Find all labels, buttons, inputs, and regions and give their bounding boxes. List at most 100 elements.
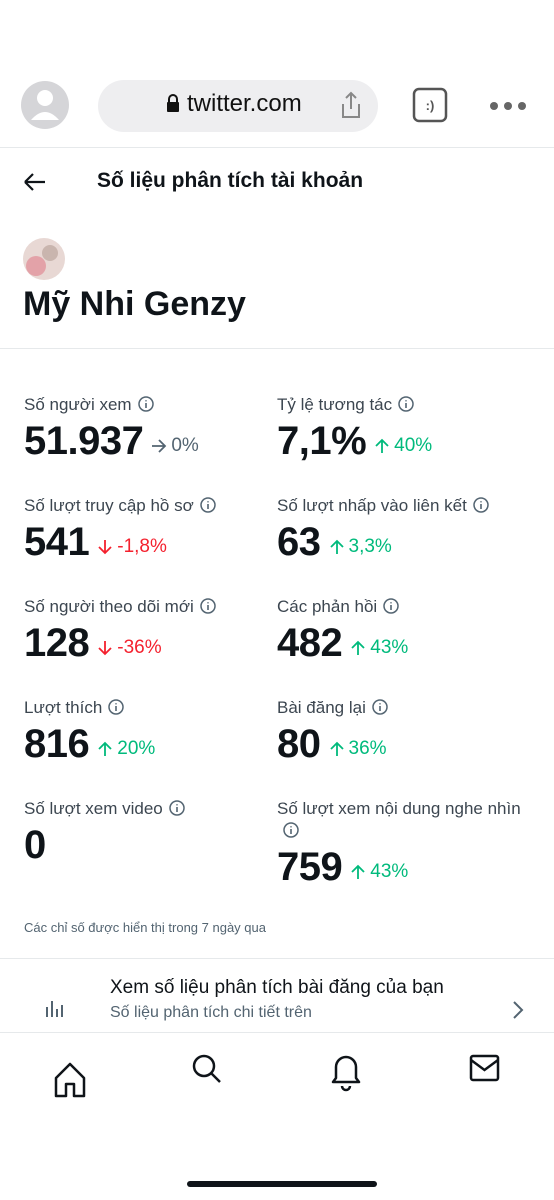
change-text: -36%: [117, 637, 162, 658]
info-icon[interactable]: [283, 822, 299, 838]
metric-value-row: 7,1% 40%: [277, 418, 527, 464]
metric-value: 7,1%: [277, 419, 367, 463]
note: Các chỉ số được hiển thị trong 7 ngày qu…: [24, 920, 266, 935]
link-subtitle: Số liệu phân tích chi tiết trên: [110, 1004, 312, 1021]
chart-icon: [46, 1001, 63, 1017]
metric-label-row: Số lượt truy cập hồ sơ: [24, 495, 264, 517]
nav-search[interactable]: [192, 1054, 221, 1083]
arrow-path: [152, 439, 167, 453]
metric-value: 63: [277, 520, 321, 564]
info-icon[interactable]: [108, 699, 125, 715]
change-text: 43%: [370, 637, 409, 658]
info-icon[interactable]: [137, 396, 154, 412]
info-circle: [372, 699, 388, 715]
info-icon[interactable]: [200, 497, 216, 513]
info-icon[interactable]: [200, 598, 216, 614]
metric: Lượt thích 816 20%: [24, 697, 264, 767]
metric-label: Các phản hồi: [277, 597, 378, 616]
post-analytics-link[interactable]: Xem số liệu phân tích bài đăng của bạn S…: [0, 959, 554, 1032]
info-icon[interactable]: [473, 497, 489, 513]
change-text: 40%: [394, 435, 433, 456]
metric-label-row: Số người theo dõi mới: [24, 596, 264, 618]
nav-home[interactable]: [54, 1062, 86, 1098]
metric: Số lượt nhấp vào liên kết 63 3,3%: [277, 495, 527, 565]
info-icon[interactable]: [372, 699, 388, 715]
metric-label: Số lượt xem video: [24, 799, 163, 818]
arrow-path: [329, 539, 344, 554]
chevron: [513, 1001, 524, 1019]
divider: [0, 1032, 554, 1033]
info-icon[interactable]: [169, 800, 185, 816]
metric-value: 482: [277, 621, 343, 665]
url[interactable]: twitter.com: [187, 90, 302, 117]
nav-messages[interactable]: [469, 1054, 500, 1082]
metric-change: 36%: [329, 738, 387, 760]
change-arrow: [98, 540, 112, 555]
metric-value-row: 80 36%: [277, 721, 527, 767]
profile-avatar[interactable]: [22, 237, 66, 281]
info-circle: [200, 497, 216, 513]
metric-label-row: Bài đăng lại: [277, 697, 527, 719]
metric-value-row: 541 -1,8%: [24, 519, 264, 565]
metric-label: Số lượt nhấp vào liên kết: [277, 496, 467, 515]
divider: [0, 147, 554, 148]
change-arrow: [98, 641, 112, 656]
change-text: 0%: [171, 435, 199, 456]
info-circle: [108, 699, 125, 715]
metric-label: Số người theo dõi mới: [24, 597, 194, 616]
metric-change: 20%: [97, 738, 155, 760]
back-button[interactable]: [22, 170, 48, 194]
metric-value-row: 759 43%: [277, 844, 527, 890]
change-text: 43%: [370, 861, 409, 882]
metric-label: Tỷ lệ tương tác: [277, 395, 393, 414]
metric-change: -1,8%: [97, 536, 167, 558]
change-arrow: [351, 864, 365, 879]
metric-label-row: Tỷ lệ tương tác: [277, 394, 527, 416]
nav-notifications[interactable]: [331, 1055, 361, 1092]
info-icon[interactable]: [398, 396, 414, 412]
metric: Các phản hồi 482 43%: [277, 596, 527, 666]
change-arrow: [351, 640, 365, 655]
metric: Số lượt truy cập hồ sơ 541 -1,8%: [24, 495, 264, 565]
arrow-path: [98, 540, 112, 555]
change-text: 36%: [348, 738, 387, 759]
metric-change: 0%: [151, 435, 199, 457]
info-circle: [398, 396, 414, 412]
link-title: Xem số liệu phân tích bài đăng của bạn: [110, 977, 444, 998]
metric-value-row: 63 3,3%: [277, 519, 527, 565]
bottom-nav: [54, 1054, 500, 1187]
info-circle: [137, 396, 154, 412]
info-circle: [283, 822, 299, 838]
change-arrow: [98, 741, 112, 756]
metric-change: 3,3%: [329, 536, 392, 558]
metric-label: Số người xem: [24, 395, 132, 414]
metric-label: Số lượt truy cập hồ sơ: [24, 496, 194, 515]
change-text: 20%: [117, 738, 156, 759]
metric: Số lượt xem nội dung nghe nhìn 759 43%: [277, 798, 527, 890]
change-arrow: [152, 439, 167, 453]
change-arrow: [375, 438, 389, 453]
metric-label-row: Các phản hồi: [277, 596, 527, 618]
divider: [0, 348, 554, 349]
metric-value: 759: [277, 845, 343, 889]
metric-label-row: Số người xem: [24, 394, 264, 416]
metric-value: 51.937: [24, 419, 144, 463]
metric-change: 43%: [350, 861, 408, 883]
metric-value-row: 128 -36%: [24, 620, 264, 666]
arrow-path: [98, 741, 112, 756]
metric-value: 541: [24, 520, 90, 564]
metric-label-row: Số lượt xem video: [24, 798, 264, 820]
arrow-path: [351, 864, 365, 879]
metric-value: 0: [24, 823, 46, 867]
metric-label: Lượt thích: [24, 698, 103, 717]
arrow-path: [98, 641, 112, 656]
info-icon[interactable]: [383, 598, 399, 614]
metric-label: Bài đăng lại: [277, 698, 366, 717]
metric-label-row: Số lượt xem nội dung nghe nhìn: [277, 798, 527, 842]
metric-label: Số lượt xem nội dung nghe nhìn: [277, 799, 521, 818]
metric: Tỷ lệ tương tác 7,1% 40%: [277, 394, 527, 464]
change-text: -1,8%: [117, 536, 167, 557]
metric-value-row: 482 43%: [277, 620, 527, 666]
metric-value: 80: [277, 722, 321, 766]
browser-bar: :): [21, 80, 526, 132]
